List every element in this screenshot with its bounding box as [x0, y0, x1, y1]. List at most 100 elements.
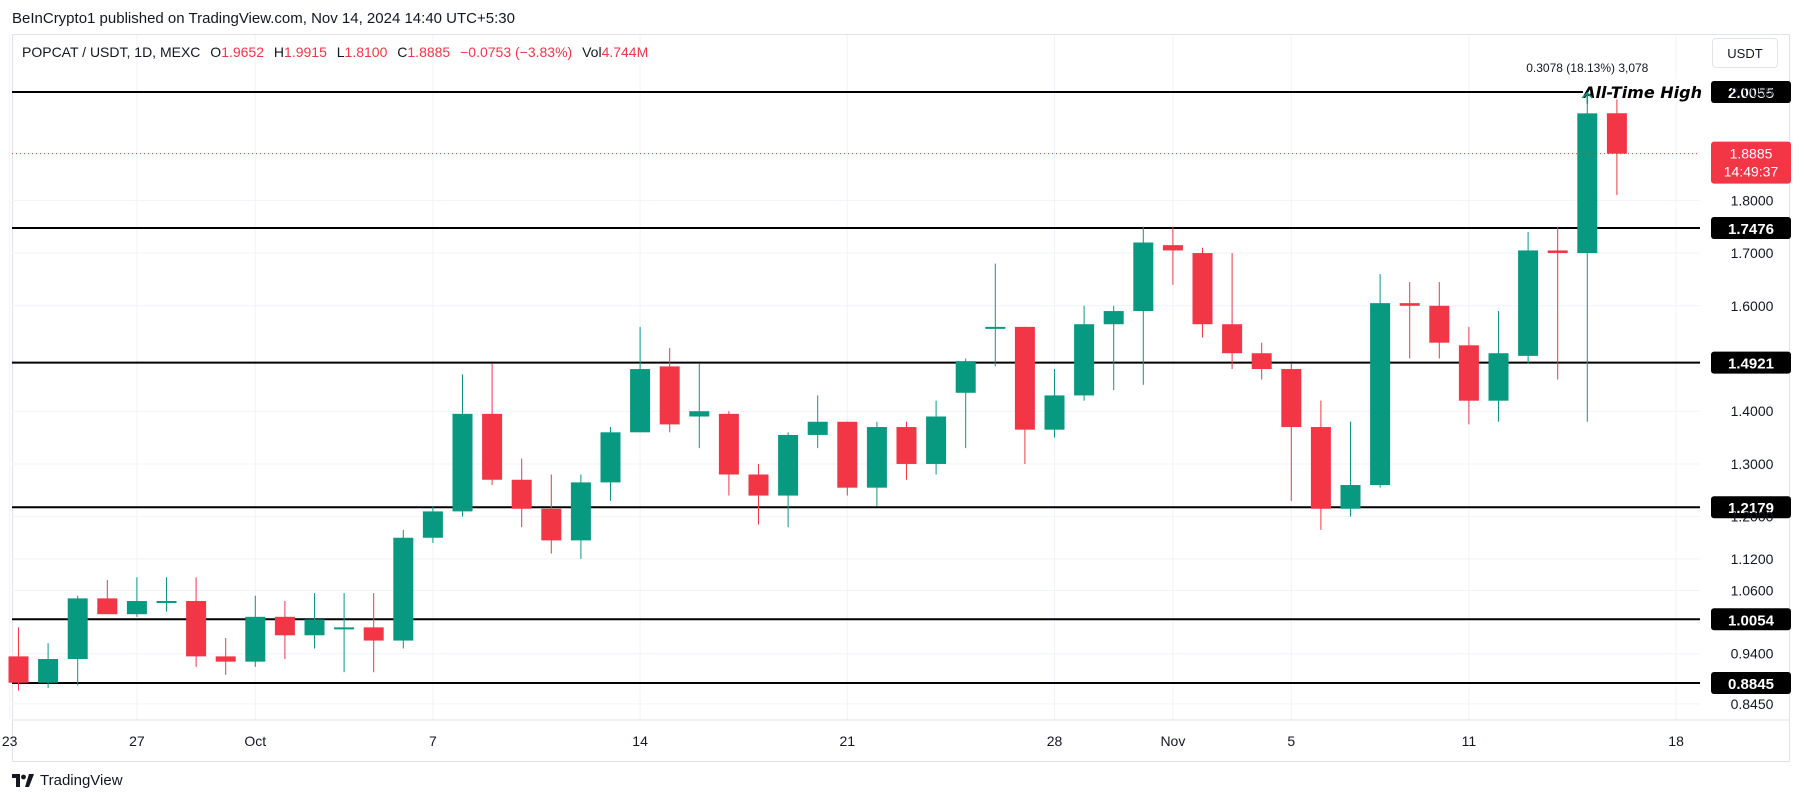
last-price-badge: [1711, 141, 1791, 184]
candle-body: [245, 616, 266, 662]
candle: [778, 432, 799, 528]
candle: [1458, 326, 1479, 425]
close-label: C: [397, 44, 408, 60]
time-tick-label: Oct: [244, 733, 266, 749]
last-price-label: 1.8885: [1730, 146, 1773, 162]
candle: [926, 400, 947, 475]
candle: [837, 421, 858, 496]
chart-overlays: 1.8885 14:49:37 0.3078 (18.13%) 3,078: [12, 61, 1791, 184]
candle: [1547, 226, 1568, 380]
time-tick-label: 28: [1047, 733, 1063, 749]
candle-body: [570, 482, 591, 541]
candle: [896, 421, 917, 480]
candle: [67, 595, 88, 686]
volume-label: Vol: [582, 44, 602, 60]
grid: [9, 35, 1700, 720]
candle-body: [1370, 303, 1391, 486]
measure-label: 0.3078 (18.13%) 3,078: [1526, 61, 1648, 75]
price-tick-label: 2.0055: [1731, 84, 1774, 100]
tradingview-logo-icon: [12, 774, 34, 787]
price-tick-label: 1.0600: [1731, 582, 1774, 598]
candle-body: [274, 616, 295, 636]
candle: [600, 427, 621, 501]
candle: [186, 577, 207, 667]
candle: [1606, 99, 1627, 196]
candle-body: [1162, 245, 1183, 251]
candle-body: [630, 369, 651, 433]
candle-body: [896, 427, 917, 464]
candle-body: [1458, 345, 1479, 401]
candle: [985, 263, 1006, 367]
candle: [1429, 282, 1450, 359]
candle: [126, 577, 147, 617]
candle: [866, 421, 887, 507]
candle: [38, 643, 59, 689]
level-label: 1.7476: [1728, 221, 1774, 238]
chart-frame: [12, 34, 1790, 762]
candle: [245, 595, 266, 667]
price-tick-label: 0.9400: [1731, 646, 1774, 662]
price-tick-label: 1.3000: [1731, 456, 1774, 472]
candle-body: [926, 416, 947, 464]
tradingview-footer[interactable]: TradingView: [12, 772, 123, 789]
level-label: 2.0055: [1728, 85, 1774, 102]
candle: [1370, 274, 1391, 488]
time-tick-label: 11: [1462, 733, 1477, 749]
candle-body: [363, 627, 384, 641]
time-tick-label: 5: [1287, 733, 1295, 749]
candle-body: [1577, 113, 1598, 254]
open-value: 1.9652: [221, 44, 265, 60]
candle: [1310, 400, 1331, 530]
candle: [1192, 247, 1213, 338]
low-value: 1.8100: [344, 44, 388, 60]
candle-body: [955, 361, 976, 393]
candle-body: [126, 601, 147, 615]
candle: [748, 463, 769, 525]
candle-body: [659, 366, 680, 425]
candle: [1044, 369, 1065, 438]
candle-body: [1606, 113, 1627, 154]
candle: [393, 529, 414, 649]
level-label: 1.2179: [1728, 500, 1774, 517]
candle: [156, 577, 177, 612]
candle: [718, 411, 739, 496]
candle-body: [718, 413, 739, 475]
candle-body: [67, 598, 88, 660]
level-badge: [1711, 496, 1791, 519]
time-tick-label: 7: [429, 733, 437, 749]
candle: [1340, 421, 1361, 517]
candle-body: [422, 511, 443, 538]
time-axis: 23 27 Oct 7 14 21 28 Nov 5 11 18: [2, 719, 1790, 749]
candle-body: [837, 421, 858, 488]
candle: [659, 347, 680, 433]
candle-body: [97, 598, 118, 615]
time-tick-label: 21: [840, 733, 856, 749]
candle: [1103, 305, 1124, 391]
currency-button[interactable]: USDT: [1712, 38, 1778, 68]
candle: [1074, 305, 1095, 401]
level-badge: [1711, 81, 1791, 103]
candle-body: [541, 508, 562, 541]
price-tick-label: 1.8000: [1731, 192, 1774, 208]
level-badge: [1711, 672, 1791, 694]
candle-body: [1074, 324, 1095, 396]
candle-body: [8, 656, 29, 683]
candle: [1162, 226, 1183, 285]
candle-body: [393, 537, 414, 641]
candle-body: [1547, 250, 1568, 254]
candle: [1518, 231, 1539, 364]
candle: [1399, 282, 1420, 359]
candle: [1014, 326, 1035, 464]
candle-body: [156, 601, 177, 604]
level-label: 1.0054: [1728, 612, 1775, 629]
candle: [304, 593, 325, 649]
candle: [422, 506, 443, 544]
high-value: 1.9915: [284, 44, 327, 60]
candle: [630, 326, 651, 433]
price-tick-label: 1.4000: [1731, 403, 1774, 419]
candle-countdown: 14:49:37: [1724, 164, 1779, 180]
candle: [1281, 363, 1302, 501]
symbol-label[interactable]: POPCAT / USDT, 1D, MEXC: [22, 44, 201, 60]
candle: [1222, 253, 1243, 370]
